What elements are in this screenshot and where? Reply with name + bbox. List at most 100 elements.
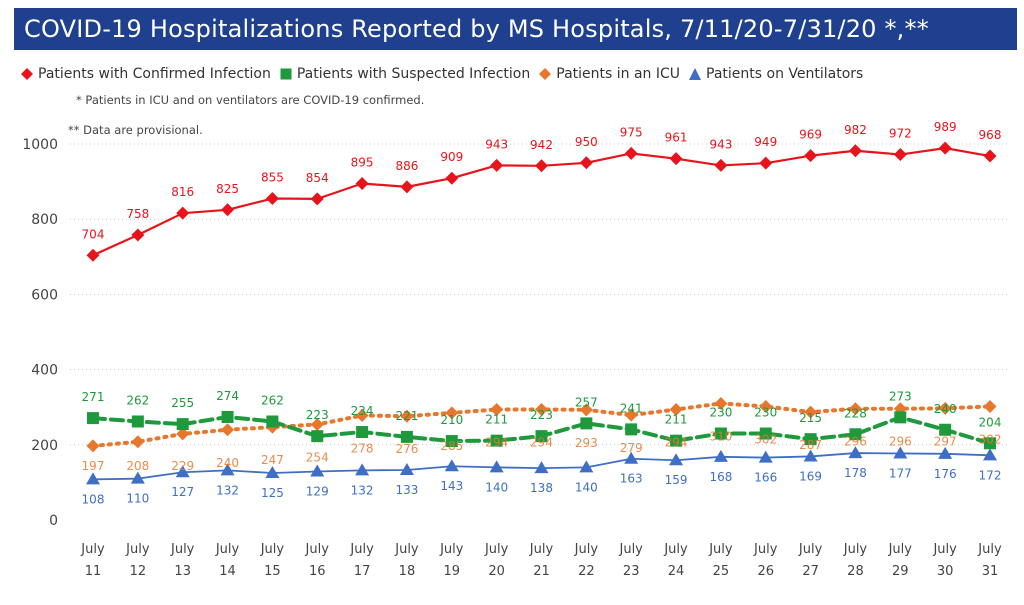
data-label-icu: 310: [709, 429, 732, 443]
data-point-ventilator: [983, 448, 997, 461]
data-point-icu: [759, 399, 773, 413]
data-label-ventilator: 129: [306, 484, 329, 498]
data-label-confirmed: 895: [351, 155, 374, 169]
data-label-ventilator: 163: [620, 472, 643, 486]
data-point-icu: [445, 406, 459, 420]
data-point-suspected: [445, 435, 458, 448]
data-label-icu: 296: [844, 435, 867, 449]
data-point-suspected: [266, 415, 279, 428]
x-tick-label-month: July: [708, 542, 733, 557]
x-tick-label-day: 15: [264, 564, 281, 579]
diamond-icon: [20, 67, 34, 81]
data-point-confirmed: [714, 158, 728, 172]
data-label-icu: 278: [351, 441, 374, 455]
y-tick-label: 400: [31, 363, 58, 379]
data-label-ventilator: 143: [440, 479, 463, 493]
square-icon: [279, 67, 293, 81]
data-point-suspected: [131, 415, 144, 428]
y-tick-label: 600: [31, 287, 58, 303]
data-point-confirmed: [400, 180, 414, 194]
data-point-suspected: [580, 417, 593, 430]
x-tick-label-day: 16: [309, 564, 326, 579]
data-point-ventilator: [938, 446, 953, 459]
data-label-suspected: 262: [261, 393, 284, 407]
x-tick-label-day: 13: [174, 564, 191, 579]
data-label-ventilator: 169: [799, 469, 822, 483]
x-tick-label-month: July: [80, 542, 105, 557]
data-label-icu: 276: [395, 442, 418, 456]
data-label-ventilator: 125: [261, 486, 284, 500]
data-label-confirmed: 949: [754, 135, 777, 149]
data-point-confirmed: [310, 192, 324, 206]
data-label-icu: 197: [82, 459, 105, 473]
x-tick-label-month: July: [888, 542, 913, 557]
x-tick-label-day: 23: [623, 564, 640, 579]
data-point-confirmed: [893, 148, 907, 162]
data-point-icu: [310, 417, 324, 431]
data-label-suspected: 262: [126, 393, 149, 407]
legend: Patients with Confirmed Infection Patien…: [20, 64, 871, 84]
data-label-icu: 285: [440, 439, 463, 453]
data-label-ventilator: 110: [126, 492, 149, 506]
data-point-ventilator: [803, 449, 818, 462]
data-label-ventilator: 140: [485, 480, 508, 494]
data-point-ventilator: [893, 446, 908, 459]
data-label-ventilator: 178: [844, 466, 867, 480]
data-label-suspected: 240: [934, 402, 957, 416]
data-label-ventilator: 138: [530, 481, 553, 495]
data-label-confirmed: 942: [530, 138, 553, 152]
data-point-suspected: [714, 427, 727, 440]
data-point-confirmed: [624, 146, 638, 160]
data-point-icu: [714, 396, 728, 410]
x-tick-label-month: July: [260, 542, 285, 557]
data-point-icu: [86, 439, 100, 453]
x-tick-label-month: July: [305, 542, 330, 557]
data-label-ventilator: 127: [171, 485, 194, 499]
x-tick-label-month: July: [977, 542, 1002, 557]
data-point-ventilator: [130, 471, 145, 484]
data-label-ventilator: 177: [889, 466, 912, 480]
data-label-ventilator: 159: [665, 473, 688, 487]
data-point-ventilator: [265, 466, 280, 478]
data-point-suspected: [984, 437, 996, 450]
data-label-icu: 229: [171, 459, 194, 473]
data-point-suspected: [311, 430, 324, 443]
data-point-icu: [176, 427, 190, 441]
data-label-confirmed: 704: [82, 227, 105, 241]
data-point-suspected: [87, 412, 99, 425]
data-label-ventilator: 172: [979, 468, 1002, 482]
data-point-confirmed: [445, 171, 459, 185]
legend-item-confirmed: Patients with Confirmed Infection: [20, 66, 271, 82]
data-label-confirmed: 943: [709, 137, 732, 151]
data-point-suspected: [490, 434, 503, 447]
x-tick-label-month: July: [349, 542, 374, 557]
data-point-confirmed: [938, 141, 952, 155]
data-point-icu: [535, 402, 548, 416]
data-point-icu: [669, 402, 683, 416]
x-tick-label-day: 26: [757, 564, 774, 579]
data-label-confirmed: 886: [395, 159, 418, 173]
legend-label-icu: Patients in an ICU: [556, 66, 681, 82]
x-tick-label-day: 22: [578, 564, 595, 579]
data-point-suspected: [176, 418, 189, 431]
x-tick-label-month: July: [394, 542, 419, 557]
data-point-ventilator: [310, 464, 325, 477]
data-point-icu: [938, 401, 952, 415]
data-point-suspected: [535, 430, 548, 443]
data-point-suspected: [670, 434, 683, 447]
data-point-suspected: [356, 426, 369, 439]
data-label-suspected: 228: [844, 406, 867, 420]
data-point-confirmed: [86, 248, 100, 262]
data-point-suspected: [759, 427, 772, 440]
x-tick-label-day: 29: [892, 564, 909, 579]
data-label-ventilator: 140: [575, 480, 598, 494]
data-point-ventilator: [355, 463, 370, 476]
data-point-suspected: [804, 433, 817, 446]
data-point-ventilator: [444, 459, 459, 472]
data-label-icu: 302: [979, 432, 1002, 446]
data-label-ventilator: 132: [216, 483, 239, 497]
x-tick-label-day: 19: [444, 564, 461, 579]
y-tick-label: 200: [31, 438, 58, 454]
data-point-icu: [490, 402, 504, 416]
